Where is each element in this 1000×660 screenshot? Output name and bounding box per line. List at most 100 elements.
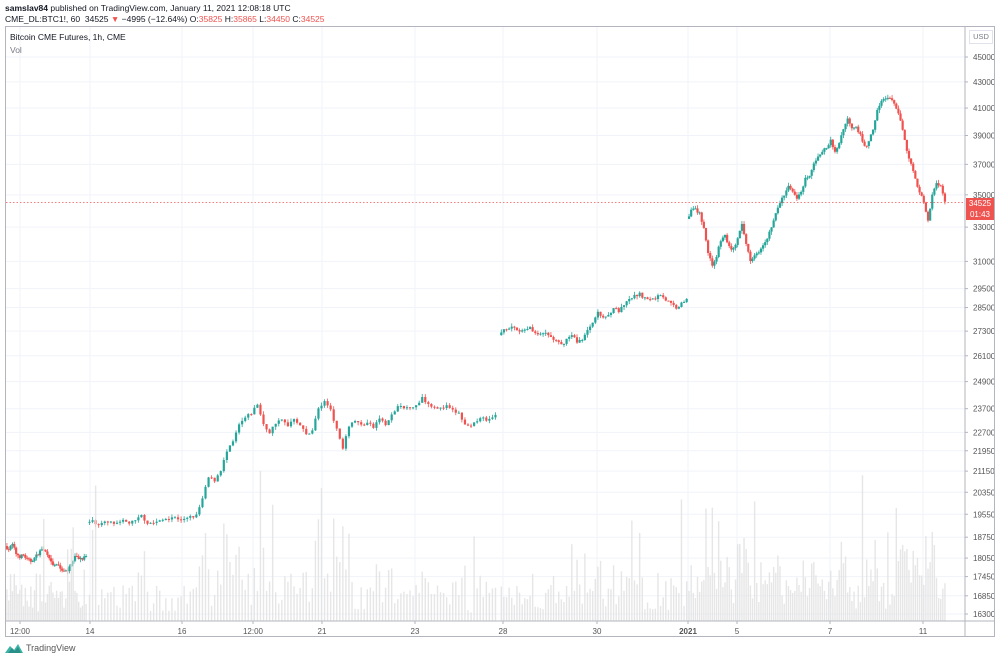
candle-down: [466, 424, 470, 426]
volume-bar: [690, 565, 692, 621]
volume-bar: [636, 584, 638, 621]
candle-up: [79, 557, 82, 560]
volume-bar: [134, 601, 137, 621]
candle-up: [594, 317, 597, 323]
candle-down: [332, 409, 335, 421]
candle-up: [884, 98, 887, 100]
candle-up: [871, 129, 875, 135]
candle-down: [179, 519, 183, 521]
candle-up: [690, 209, 693, 217]
candle-up: [844, 123, 847, 130]
last-price: 34525: [84, 14, 109, 24]
volume-bar: [366, 589, 368, 621]
volume-bar: [61, 591, 63, 621]
candle-up: [228, 445, 232, 452]
volume-bar: [406, 594, 408, 621]
volume-bar: [711, 507, 714, 621]
candle-up: [829, 139, 832, 146]
candle-up: [253, 407, 256, 415]
price-axis-label: 16300: [973, 610, 996, 619]
volume-bar: [935, 577, 938, 621]
price-axis-label: 37000: [973, 160, 996, 169]
candle-up: [225, 451, 228, 461]
candle-up: [521, 330, 524, 332]
candle-up: [118, 521, 122, 523]
volume-bar: [97, 604, 100, 621]
volume-bar: [369, 587, 372, 621]
candle-up: [234, 432, 238, 442]
candle-down: [918, 186, 921, 193]
price-axis-label: 20350: [973, 488, 996, 497]
currency-label[interactable]: USD: [969, 30, 993, 44]
candle-up: [625, 301, 628, 306]
candle-up: [628, 298, 631, 302]
volume-bar: [299, 587, 301, 621]
candle-up: [612, 308, 615, 314]
candle-down: [77, 556, 80, 560]
candle-down: [7, 549, 10, 551]
volume-bar: [804, 577, 807, 621]
volume-bar: [766, 584, 769, 621]
down-arrow-icon: ▼: [110, 14, 120, 24]
candle-up: [677, 306, 680, 309]
volume-bar: [226, 534, 228, 621]
volume-bar: [638, 532, 641, 621]
candle-down: [44, 550, 47, 552]
candle-down: [97, 524, 100, 526]
volume-bar: [944, 583, 946, 621]
volume-bar: [895, 507, 898, 621]
low-value: 34450: [266, 14, 290, 24]
candle-up: [500, 332, 503, 336]
candle-down: [513, 326, 516, 328]
volume-bar: [217, 570, 219, 621]
volume-bar: [238, 546, 240, 621]
candle-down: [745, 234, 748, 244]
volume-bar: [119, 607, 121, 621]
candle-down: [250, 414, 253, 416]
volume-bar: [518, 592, 521, 621]
price-axis-label: 45000: [973, 53, 996, 62]
volume-bar: [891, 593, 893, 621]
volume-bar: [159, 590, 161, 621]
volume-bar: [832, 588, 834, 621]
candle-down: [268, 429, 271, 434]
candle-down: [547, 332, 550, 336]
candle-up: [207, 477, 210, 487]
volume-bar: [223, 523, 225, 621]
candle-down: [112, 521, 116, 524]
volume-bar: [436, 585, 439, 621]
volume-bar: [685, 581, 688, 621]
candle-down: [941, 185, 944, 194]
volume-bar: [256, 591, 259, 621]
volume-bar: [48, 585, 50, 621]
candle-down: [789, 185, 792, 189]
candle-down: [730, 246, 733, 250]
candle-down: [943, 193, 947, 202]
candle-up: [785, 190, 788, 196]
volume-bar: [573, 590, 576, 621]
tradingview-logo[interactable]: TradingView: [4, 642, 76, 654]
volume-bar: [418, 592, 420, 621]
candle-down: [890, 98, 894, 101]
candle-up: [523, 329, 526, 331]
price-axis-label: 28500: [973, 304, 996, 313]
volume-bar: [607, 588, 610, 621]
bar-countdown: 01:43: [966, 209, 994, 220]
candle-up: [115, 522, 119, 524]
volume-bar: [594, 578, 597, 621]
price-axis-label: 18050: [973, 554, 996, 563]
volume-bar: [715, 589, 718, 621]
volume-indicator-label[interactable]: Vol: [10, 45, 22, 55]
candle-up: [838, 143, 841, 149]
candle-up: [740, 223, 744, 231]
volume-bar: [63, 607, 65, 621]
candle-up: [588, 326, 592, 331]
volume-bar: [317, 519, 320, 621]
candle-down: [360, 422, 363, 425]
volume-bar: [390, 568, 393, 621]
candle-down: [667, 300, 670, 302]
candle-up: [840, 135, 843, 144]
volume-bar: [165, 598, 167, 621]
volume-bar: [11, 591, 14, 621]
